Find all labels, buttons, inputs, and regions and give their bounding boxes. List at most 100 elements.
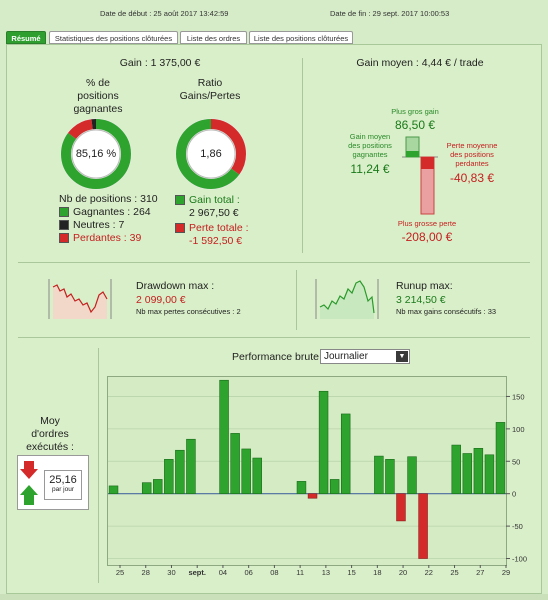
bar <box>418 493 428 559</box>
runup-sparkline <box>315 279 379 319</box>
y-tick-label: -100 <box>512 555 527 564</box>
avg-bars-graphic <box>402 136 438 215</box>
bar <box>451 444 461 494</box>
x-tick-label: 20 <box>399 568 407 577</box>
bar <box>473 448 484 494</box>
ratio-title: Ratio Gains/Pertes <box>179 77 241 102</box>
bar <box>407 456 417 494</box>
drawdown-value: 2 099,00 € <box>136 294 186 306</box>
x-tick-label: 13 <box>322 568 330 577</box>
x-tick-label: 29 <box>502 568 510 577</box>
orders-arrows-icon <box>20 461 38 505</box>
losing-legend-swatch <box>59 233 69 243</box>
bar <box>252 457 262 494</box>
bar <box>164 459 174 494</box>
bar <box>374 455 384 494</box>
avg-loss-label: Perte moyenne des positions perdantes <box>446 141 498 168</box>
separator <box>98 348 99 583</box>
end-date: Date de fin : 29 sept. 2017 10:00:53 <box>330 9 450 18</box>
ratio-value: 1,86 <box>200 148 222 160</box>
gain-title: Gain : 1 375,00 € <box>119 57 201 69</box>
x-tick-label: 06 <box>244 568 252 577</box>
biggest-gain-value: 86,50 € <box>394 118 436 132</box>
drawdown-sub: Nb max pertes consécutives : 2 <box>136 307 241 316</box>
y-tick-label: 150 <box>512 392 525 401</box>
y-tick-label: 0 <box>512 490 516 499</box>
avg-loss-value: -40,83 € <box>449 171 495 185</box>
period-select[interactable]: Journalier ▼ <box>320 349 410 364</box>
bar <box>141 482 152 494</box>
tab-resume[interactable]: Résumé <box>6 31 46 44</box>
y-tick-label: -50 <box>512 522 523 531</box>
donut-gain-arc <box>176 119 246 189</box>
orders-card: 25,16 par jour <box>17 455 89 510</box>
donut-neutral-arc <box>61 119 131 189</box>
drawdown-sparkline <box>48 279 112 319</box>
date-bar: Date de début : 25 août 2017 13:42:59 Da… <box>0 0 548 26</box>
separator <box>18 262 530 263</box>
runup-value: 3 214,50 € <box>396 294 446 306</box>
neutral-legend-swatch <box>59 220 69 230</box>
bar <box>153 479 163 494</box>
x-tick-label: 15 <box>347 568 355 577</box>
biggest-loss-label: Plus grosse perte <box>397 219 457 228</box>
y-tick-label: 100 <box>512 425 525 434</box>
bar <box>462 453 473 494</box>
x-tick-label: sept. <box>188 568 206 577</box>
bar <box>241 448 251 494</box>
avg-win-value: 11,24 € <box>350 162 390 176</box>
ratio-donut <box>175 118 247 190</box>
perte-totale-swatch <box>175 223 185 233</box>
winning-count: Gagnantes : 264 <box>73 206 151 218</box>
x-tick-label: 28 <box>142 568 150 577</box>
x-tick-label: 08 <box>270 568 278 577</box>
bar <box>495 422 506 494</box>
y-tick-label: 50 <box>512 457 520 466</box>
winning-legend-swatch <box>59 207 69 217</box>
runup-title: Runup max: <box>396 280 453 292</box>
separator <box>18 337 530 338</box>
bar <box>230 433 240 494</box>
x-tick-label: 11 <box>296 568 304 577</box>
bar <box>385 459 395 494</box>
bar <box>318 390 329 494</box>
bar <box>340 413 351 494</box>
gain-total-label: Gain total : <box>189 194 240 206</box>
perte-totale-label: Perte totale : <box>189 222 249 234</box>
orders-title: Moy d'ordres exécutés : <box>26 415 74 453</box>
orders-value-box: 25,16 par jour <box>44 470 82 500</box>
tab-closed-positions-list[interactable]: Liste des positions clôturées <box>249 31 353 44</box>
pct-winning-title: % de positions gagnantes <box>73 77 123 115</box>
avg-win-label: Gain moyen des positions gagnantes <box>348 132 392 159</box>
bar <box>175 449 185 494</box>
gain-total-value: 2 967,50 € <box>189 207 239 219</box>
x-tick-label: 04 <box>219 568 227 577</box>
pct-winning-value: 85,16 % <box>75 148 117 160</box>
gain-total-swatch <box>175 195 185 205</box>
runup-sub: Nb max gains consécutifs : 33 <box>396 307 497 316</box>
biggest-gain-label: Plus gros gain <box>391 107 439 116</box>
separator <box>302 58 303 253</box>
bar <box>307 493 318 499</box>
losing-count: Perdantes : 39 <box>73 232 142 244</box>
bar <box>296 481 307 494</box>
x-tick-label: 27 <box>476 568 484 577</box>
period-select-value: Journalier <box>324 351 368 362</box>
orders-value: 25,16 <box>49 474 77 486</box>
x-tick-label: 18 <box>373 568 381 577</box>
separator <box>296 270 297 330</box>
bar <box>329 479 340 494</box>
bar <box>484 454 495 494</box>
tab-closed-positions-stats[interactable]: Statistiques des positions clôturées <box>49 31 178 44</box>
bottom-edge <box>0 594 548 600</box>
orders-unit: par jour <box>51 486 75 493</box>
biggest-loss-value: -208,00 € <box>401 230 453 244</box>
perte-totale-value: -1 592,50 € <box>189 235 243 247</box>
x-tick-label: 25 <box>450 568 458 577</box>
bar <box>219 379 229 494</box>
avg-gain-title: Gain moyen : 4,44 € / trade <box>356 57 484 69</box>
tab-orders-list[interactable]: Liste des ordres <box>180 31 247 44</box>
chevron-down-icon[interactable]: ▼ <box>396 351 408 362</box>
performance-chart-area <box>107 376 507 566</box>
